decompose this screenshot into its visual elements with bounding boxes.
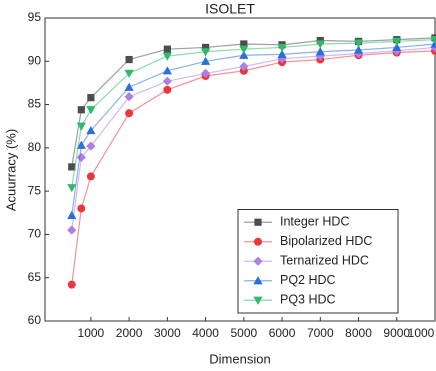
chart-title: ISOLET [205, 1, 255, 17]
series-line [71, 43, 436, 216]
legend-label: Bipolarized HDC [280, 234, 372, 248]
x-tick-label: 1000 [408, 326, 435, 340]
series-line [71, 39, 436, 188]
marker [277, 49, 287, 58]
marker [392, 42, 402, 52]
marker [125, 55, 133, 64]
marker [67, 210, 77, 219]
legend-marker [253, 296, 263, 305]
marker [125, 109, 134, 118]
marker [240, 40, 248, 48]
marker [68, 163, 76, 171]
y-tick-label: 70 [28, 227, 42, 241]
legend-label: Integer HDC [280, 215, 349, 229]
marker [124, 82, 134, 91]
marker [200, 48, 211, 57]
x-tick-label: 3000 [154, 326, 181, 340]
legend-label: Ternarized HDC [280, 254, 369, 268]
y-tick-label: 90 [28, 53, 42, 67]
x-tick-label: 7000 [307, 326, 334, 340]
marker [163, 45, 171, 53]
x-tick-label: 4000 [192, 326, 219, 340]
marker [162, 66, 172, 75]
marker [67, 184, 77, 193]
marker [200, 56, 211, 65]
marker [277, 54, 287, 64]
marker [67, 280, 76, 289]
legend-marker [254, 237, 262, 246]
marker [353, 45, 364, 54]
marker [430, 36, 436, 45]
marker [77, 106, 85, 114]
marker [239, 45, 249, 54]
marker [76, 122, 86, 131]
legend-label: PQ3 HDC [280, 293, 336, 307]
legend-marker [254, 218, 262, 226]
marker [86, 141, 96, 151]
legend-marker [253, 256, 263, 266]
marker [315, 40, 325, 49]
marker [392, 37, 402, 46]
y-tick-label: 75 [28, 183, 42, 197]
marker [353, 39, 364, 48]
marker [124, 92, 134, 102]
marker [76, 140, 86, 149]
y-tick-label: 60 [28, 313, 42, 327]
marker [86, 125, 96, 135]
marker [87, 94, 95, 102]
legend-marker [253, 276, 263, 285]
marker [77, 204, 86, 213]
marker [315, 47, 325, 56]
y-tick-label: 95 [28, 10, 42, 24]
series-line [71, 46, 436, 231]
y-tick-label: 65 [28, 270, 42, 284]
x-tick-label: 5000 [230, 326, 257, 340]
x-tick-label: 6000 [269, 326, 296, 340]
x-axis-label: Dimension [209, 351, 270, 366]
x-tick-label: 8000 [345, 326, 372, 340]
marker [162, 52, 172, 61]
marker [239, 61, 249, 72]
marker [277, 43, 287, 53]
y-axis-label: Acuurracy (%) [3, 129, 18, 211]
plot-frame [44, 17, 436, 322]
x-tick-label: 2000 [116, 326, 143, 340]
series-line [71, 50, 436, 285]
x-tick-label: 9000 [383, 326, 410, 340]
y-tick-label: 80 [28, 140, 42, 154]
x-tick-label: 1000 [78, 326, 105, 340]
marker [124, 69, 134, 79]
marker [86, 106, 96, 115]
marker [201, 43, 210, 52]
marker [162, 76, 172, 86]
y-tick-label: 85 [28, 97, 42, 111]
marker [163, 85, 172, 94]
marker [239, 50, 249, 59]
marker [200, 68, 211, 79]
legend-label: PQ2 HDC [280, 273, 336, 287]
marker [86, 172, 95, 181]
marker [67, 225, 77, 235]
